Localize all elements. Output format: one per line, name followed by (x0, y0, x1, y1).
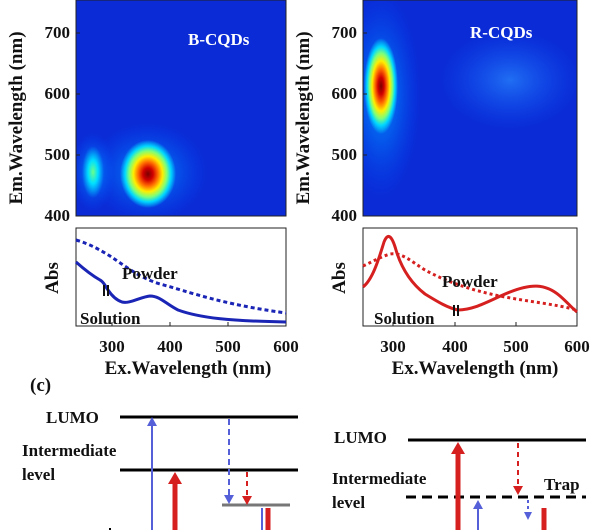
solution-label-r: Solution (374, 309, 435, 328)
abs-r-solution-curve (361, 234, 578, 314)
ex-tick-label: 300 (380, 337, 406, 356)
trap-label: Trap (544, 475, 580, 494)
em-tick-label: 700 (45, 23, 71, 42)
ex-tick-label: 500 (503, 337, 529, 356)
lumo-label-left: LUMO (46, 408, 99, 427)
hotspot-b-main (120, 140, 176, 208)
abs-b-powder-curve (75, 238, 287, 315)
em-tick-label: 600 (332, 84, 358, 103)
ex-axis-title-b: Ex.Wavelength (nm) (105, 358, 272, 379)
ex-tick-label: 400 (157, 337, 183, 356)
energy-diagram-left: LUMO Intermediate level (22, 408, 298, 530)
intermediate-label-right-1: Intermediate (332, 469, 427, 488)
intermediate-label-right-2: level (332, 493, 365, 512)
em-tick-label: 500 (45, 145, 71, 164)
abs-b-solution-curve (75, 260, 287, 324)
em-tick-label: 700 (332, 23, 358, 42)
em-axis-b: 400 500 600 700 Em.Wavelength (nm) (6, 23, 80, 225)
powder-label-b: Powder (122, 264, 178, 283)
ex-axis-title-r: Ex.Wavelength (nm) (392, 358, 559, 379)
abs-axis-title-r: Abs (329, 262, 350, 294)
ex-tick-label: 600 (564, 337, 590, 356)
powder-label-r: Powder (442, 272, 498, 291)
ex-axis-r: 300 400 500 600 Ex.Wavelength (nm) (380, 322, 590, 379)
hotspot-b-side (82, 146, 104, 198)
heatmap-r (363, 0, 577, 216)
hotspot-r-main (364, 38, 398, 134)
map-label-r: R-CQDs (470, 23, 533, 42)
ex-tick-label: 400 (442, 337, 468, 356)
em-tick-label: 400 (45, 206, 71, 225)
ex-tick-label: 500 (215, 337, 241, 356)
em-axis-title-b: Em.Wavelength (nm) (6, 31, 27, 204)
heatmap-b (76, 0, 286, 216)
abs-axis-title-b: Abs (42, 262, 63, 294)
lumo-label-right: LUMO (334, 428, 387, 447)
intermediate-label-left-2: level (22, 465, 55, 484)
em-axis-title-r: Em.Wavelength (nm) (293, 31, 314, 204)
em-tick-label: 500 (332, 145, 358, 164)
map-label-b: B-CQDs (188, 30, 250, 49)
ex-tick-label: 600 (273, 337, 299, 356)
panel-label-c: (c) (30, 375, 51, 396)
abs-plot-r: Powder Solution Abs (329, 227, 578, 328)
abs-plot-b: Powder Solution Abs (42, 227, 287, 328)
em-tick-label: 400 (332, 206, 358, 225)
intermediate-label-left-1: Intermediate (22, 441, 117, 460)
ex-axis-b: 300 400 500 600 Ex.Wavelength (nm) (99, 322, 299, 379)
em-axis-r: 400 500 600 700 Em.Wavelength (nm) (293, 23, 367, 225)
solution-label-b: Solution (80, 309, 141, 328)
em-tick-label: 600 (45, 84, 71, 103)
ex-tick-label: 300 (99, 337, 125, 356)
energy-diagram-right: LUMO Intermediate level Trap (332, 428, 586, 530)
